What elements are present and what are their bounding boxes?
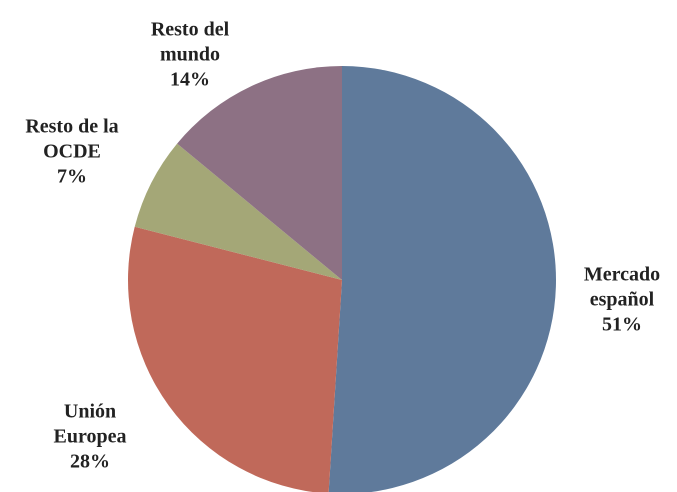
slice-label: Mercado español 51%	[567, 263, 677, 338]
value-label: 51%	[602, 313, 642, 336]
value-label: 7%	[57, 165, 87, 188]
value-label: 28%	[70, 450, 110, 473]
category-label: Resto del mundo	[150, 18, 230, 66]
pie-slice	[134, 143, 342, 280]
pie-slice	[328, 66, 556, 492]
slice-label: Resto de la OCDE 7%	[2, 115, 142, 190]
category-label: Unión Europea	[53, 400, 127, 448]
pie-slice	[128, 226, 342, 492]
category-label: Resto de la OCDE	[25, 115, 119, 163]
slice-label: Unión Europea 28%	[40, 400, 140, 475]
slice-label: Resto del mundo 14%	[135, 18, 245, 93]
category-label: Mercado español	[583, 263, 661, 311]
pie-slice	[177, 66, 342, 280]
value-label: 14%	[170, 68, 210, 91]
